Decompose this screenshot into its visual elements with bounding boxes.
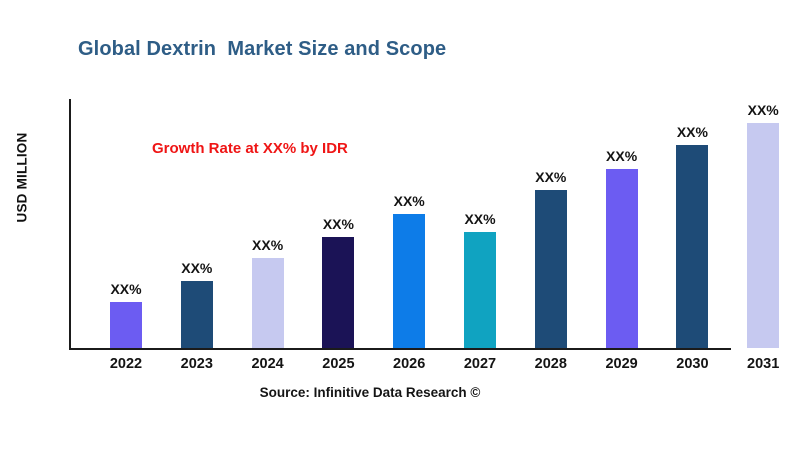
bar-group[interactable]: XX% [322, 135, 355, 348]
bar-2029[interactable] [605, 169, 638, 348]
bar-2023[interactable] [180, 281, 213, 348]
bar-value-label: XX% [252, 237, 284, 253]
x-tick-2024: 2024 [251, 356, 284, 372]
bar-value-label: XX% [464, 211, 496, 227]
source-caption: Source: Infinitive Data Research © [259, 385, 481, 400]
bar-2025[interactable] [322, 237, 355, 348]
bar-2022[interactable] [110, 302, 142, 348]
x-tick-2022: 2022 [109, 356, 143, 372]
bar-value-label: XX% [393, 193, 425, 209]
bar-group[interactable]: XX% [180, 179, 213, 348]
growth-rate-annotation: Growth Rate at XX% by IDR [152, 140, 348, 157]
x-tick-2026: 2026 [393, 356, 426, 372]
x-tick-2031: 2031 [747, 356, 780, 372]
bar-2027[interactable] [464, 232, 496, 348]
bar-value-label: XX% [181, 260, 213, 276]
x-tick-2027: 2027 [463, 356, 497, 372]
bar-2030[interactable] [676, 145, 709, 348]
bar-value-label: XX% [110, 281, 142, 297]
bar-value-label: XX% [322, 216, 354, 232]
bar-2031[interactable] [747, 123, 780, 348]
bar-value-label: XX% [535, 169, 567, 185]
x-tick-2030: 2030 [676, 356, 709, 372]
bar-group[interactable]: XX% [393, 112, 426, 348]
x-tick-2028: 2028 [534, 356, 567, 372]
bar-2028[interactable] [534, 190, 567, 348]
page-title: Global Dextrin Market Size and Scope [78, 38, 447, 60]
x-axis-line [69, 348, 731, 350]
bar-group[interactable]: XX% [464, 130, 496, 348]
x-tick-2029: 2029 [605, 356, 638, 372]
x-tick-2025: 2025 [322, 356, 355, 372]
bar-group[interactable]: XX% [110, 200, 142, 348]
x-tick-2023: 2023 [180, 356, 213, 372]
bar-group[interactable]: XX% [676, 43, 709, 348]
y-axis-line [69, 99, 71, 349]
bar-group[interactable]: XX% [251, 156, 284, 348]
bar-2024[interactable] [251, 258, 284, 348]
bar-group[interactable]: XX% [605, 67, 638, 348]
bar-value-label: XX% [747, 102, 779, 118]
bar-group[interactable]: XX% [747, 21, 780, 348]
bar-2026[interactable] [393, 214, 426, 348]
bar-group[interactable]: XX% [534, 88, 567, 348]
y-axis-title: USD MILLION [14, 132, 30, 223]
bar-value-label: XX% [606, 148, 638, 164]
bar-value-label: XX% [676, 124, 708, 140]
